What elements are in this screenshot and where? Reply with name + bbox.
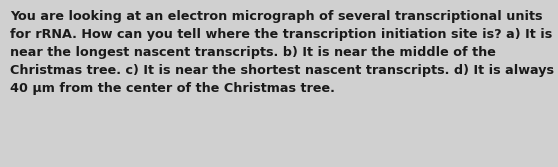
Text: You are looking at an electron micrograph of several transcriptional units for r: You are looking at an electron micrograp… (10, 10, 554, 95)
